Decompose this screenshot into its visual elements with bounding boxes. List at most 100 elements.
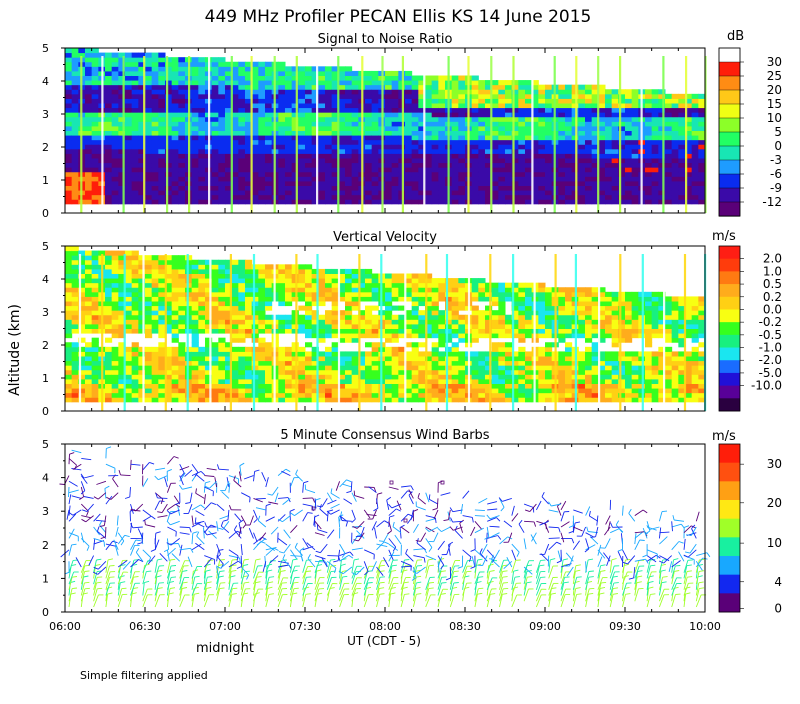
snr-cell [438,190,445,195]
snr-cell [598,195,605,200]
colorbar-label: -6 [770,167,782,181]
snr-cell [278,98,285,103]
vv-cell [252,329,259,334]
snr-cell [625,112,632,117]
vv-cell [438,283,445,288]
snr-cell [145,135,152,140]
vv-cell [538,310,545,315]
colorbar-label: -12 [762,195,782,209]
snr-cell [558,181,565,186]
snr-cell [392,71,399,76]
vv-cell [412,370,419,375]
vv-cell [545,347,552,352]
snr-cell [158,140,165,145]
vv-cell [478,379,485,384]
snr-cell [452,80,459,85]
vv-cell [305,315,312,320]
vv-cell [172,274,179,279]
snr-cell [545,195,552,200]
snr-cell [218,176,225,181]
snr-cell [412,149,419,154]
vv-cell [212,374,219,379]
vv-cell [392,338,399,343]
snr-cell [105,108,112,113]
vv-cell [432,301,439,306]
snr-cell [212,153,219,158]
snr-cell [565,181,572,186]
snr-cell [545,181,552,186]
vv-cell [525,393,532,398]
snr-cell [545,172,552,177]
snr-cell [172,80,179,85]
snr-cell [598,186,605,191]
vv-cell [158,255,165,260]
snr-cell [132,181,139,186]
vv-cell [145,393,152,398]
snr-cell [132,80,139,85]
vv-cell [258,324,265,329]
snr-cell [345,195,352,200]
vv-cell [105,264,112,269]
vv-cell [252,397,259,402]
snr-cell [252,71,259,76]
snr-cell [425,140,432,145]
snr-cell [585,195,592,200]
vv-cell [318,361,325,366]
snr-cell [325,199,332,204]
snr-cell [192,163,199,168]
snr-cell [178,144,185,149]
vv-cell [125,260,132,265]
snr-cell [652,121,659,126]
snr-cell [198,149,205,154]
snr-cell [665,131,672,136]
snr-cell [285,121,292,126]
vv-cell [538,388,545,393]
vv-cell [192,287,199,292]
snr-cell [305,172,312,177]
vv-cell [158,388,165,393]
snr-cell [178,131,185,136]
vv-cell [472,333,479,338]
snr-cell [218,186,225,191]
snr-cell [238,126,245,131]
vv-cell [412,315,419,320]
snr-cell [125,85,132,90]
snr-cell [285,135,292,140]
vv-cell [298,274,305,279]
vv-cell [412,274,419,279]
snr-cell [125,112,132,117]
snr-cell [578,121,585,126]
snr-cell [305,153,312,158]
snr-cell [265,71,272,76]
vv-cell [178,374,185,379]
vv-cell [145,324,152,329]
snr-cell [678,135,685,140]
snr-cell [385,94,392,99]
snr-cell [558,172,565,177]
snr-cell [298,135,305,140]
snr-cell [665,149,672,154]
snr-cell [218,71,225,76]
snr-cell [438,126,445,131]
vv-cell [278,324,285,329]
snr-cell [585,112,592,117]
vv-cell [178,264,185,269]
vv-cell [172,347,179,352]
vv-cell [298,287,305,292]
snr-cell [438,199,445,204]
snr-cell [425,199,432,204]
vv-cell [478,310,485,315]
vv-cell [92,384,99,389]
vv-cell [178,269,185,274]
vv-cell [332,333,339,338]
snr-cell [472,103,479,108]
vv-cell [198,347,205,352]
snr-cell [145,153,152,158]
vv-cell [105,292,112,297]
snr-cell [385,144,392,149]
snr-cell [665,186,672,191]
snr-cell [385,186,392,191]
vv-cell [252,301,259,306]
snr-cell [565,144,572,149]
